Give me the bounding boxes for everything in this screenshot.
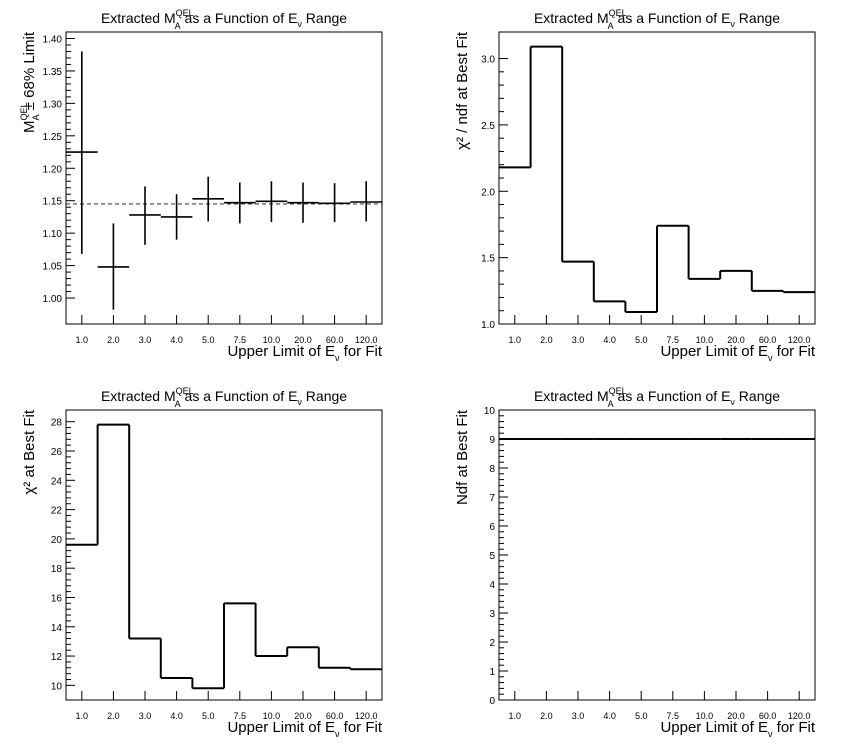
x-tick-label: 60.0 (326, 711, 344, 721)
y-tick-label: 2 (489, 638, 495, 649)
y-tick-label: 4 (489, 580, 495, 591)
y-tick-label: 10 (51, 681, 63, 692)
x-tick-label: 3.0 (572, 711, 585, 721)
x-tick-label: 4.0 (603, 711, 616, 721)
y-tick-label: 1.05 (43, 262, 63, 273)
x-tick-label: 3.0 (572, 335, 585, 345)
chart-title: Extracted MQEL A as a Function of Eν Rang… (101, 8, 347, 31)
x-axis-label: Upper Limit of Eν for Fit (227, 719, 382, 739)
y-tick-label: 1.40 (43, 34, 63, 45)
y-tick-label: 1.35 (43, 67, 63, 78)
x-tick-label: 20.0 (727, 711, 745, 721)
x-tick-label: 3.0 (139, 335, 152, 345)
chart-title: Extracted MQEL A as a Function of Eν Rang… (534, 8, 780, 31)
y-axis-label: MQEL A ± 68% Limit (19, 31, 41, 133)
y-tick-label: 10 (484, 406, 496, 417)
x-tick-label: 120.0 (788, 335, 811, 345)
y-tick-label: 1.0 (481, 320, 495, 331)
x-tick-label: 20.0 (294, 335, 312, 345)
x-tick-label: 4.0 (170, 711, 183, 721)
x-tick-label: 20.0 (294, 711, 312, 721)
y-tick-label: 2.5 (481, 121, 495, 132)
y-tick-label: 1.00 (43, 294, 63, 305)
x-tick-label: 4.0 (170, 335, 183, 345)
y-tick-label: 1.20 (43, 164, 63, 175)
y-tick-label: 1.30 (43, 99, 63, 110)
chart-title: Extracted MQEL A as a Function of Eν Rang… (534, 386, 780, 409)
y-tick-label: 6 (489, 522, 495, 533)
x-axis-label: Upper Limit of Eν for Fit (660, 343, 815, 363)
x-tick-label: 10.0 (696, 711, 714, 721)
x-tick-label: 120.0 (355, 711, 378, 721)
panel-chi2-per-ndf: Extracted MQEL A as a Function of Eν Rang… (454, 8, 816, 363)
y-tick-label: 28 (51, 418, 63, 429)
plot-frame (498, 409, 816, 701)
y-tick-label: 22 (51, 506, 63, 517)
y-tick-label: 1.25 (43, 132, 63, 143)
x-tick-label: 2.0 (107, 335, 120, 345)
y-tick-label: 7 (489, 493, 495, 504)
x-tick-label: 7.5 (234, 711, 247, 721)
x-tick-label: 5.0 (202, 335, 215, 345)
y-tick-label: 0 (489, 696, 495, 707)
x-tick-label: 5.0 (635, 711, 648, 721)
y-axis-label: χ² / ndf at Best Fit (454, 31, 471, 150)
x-tick-label: 3.0 (139, 711, 152, 721)
x-axis-label: Upper Limit of Eν for Fit (227, 343, 382, 363)
x-tick-label: 20.0 (727, 335, 745, 345)
x-tick-label: 1.0 (509, 335, 522, 345)
x-tick-label: 1.0 (76, 711, 89, 721)
chart-title: Extracted MQEL A as a Function of Eν Rang… (101, 386, 347, 409)
x-tick-label: 10.0 (696, 335, 714, 345)
x-axis-label: Upper Limit of Eν for Fit (660, 719, 815, 739)
x-tick-label: 7.5 (667, 711, 680, 721)
x-tick-label: 120.0 (788, 711, 811, 721)
x-tick-label: 1.0 (509, 711, 522, 721)
x-tick-label: 60.0 (326, 335, 344, 345)
y-tick-label: 3.0 (481, 55, 495, 66)
y-tick-label: 5 (489, 551, 495, 562)
y-tick-label: 24 (51, 476, 63, 487)
x-tick-label: 60.0 (759, 335, 777, 345)
y-tick-label: 1 (489, 667, 495, 678)
x-tick-label: 7.5 (667, 335, 680, 345)
panel-mass-extraction: Extracted MQEL A as a Function of Eν Rang… (19, 8, 383, 363)
y-tick-label: 18 (51, 564, 63, 575)
x-tick-label: 4.0 (603, 335, 616, 345)
y-tick-label: 1.15 (43, 197, 63, 208)
y-tick-label: 16 (51, 593, 63, 604)
x-tick-label: 2.0 (107, 711, 120, 721)
panel-ndf: Extracted MQEL A as a Function of Eν Rang… (454, 386, 816, 739)
y-axis-label: Ndf at Best Fit (454, 409, 471, 505)
y-tick-label: 9 (489, 435, 495, 446)
x-tick-label: 2.0 (540, 711, 553, 721)
y-tick-label: 26 (51, 447, 63, 458)
y-axis-label: χ² at Best Fit (21, 409, 38, 494)
x-tick-label: 10.0 (263, 711, 281, 721)
y-tick-label: 2.0 (481, 187, 495, 198)
y-tick-label: 14 (51, 623, 63, 634)
plot-frame (65, 31, 383, 325)
y-tick-label: 1.5 (481, 254, 495, 265)
y-tick-label: 20 (51, 535, 63, 546)
x-tick-label: 7.5 (234, 335, 247, 345)
y-tick-label: 1.10 (43, 229, 63, 240)
x-tick-label: 5.0 (635, 335, 648, 345)
plot-frame (65, 409, 383, 701)
x-tick-label: 2.0 (540, 335, 553, 345)
x-tick-label: 5.0 (202, 711, 215, 721)
y-tick-label: 8 (489, 464, 495, 475)
y-tick-label: 12 (51, 652, 63, 663)
y-tick-label: 3 (489, 609, 495, 620)
x-tick-label: 60.0 (759, 711, 777, 721)
x-tick-label: 10.0 (263, 335, 281, 345)
panel-chi2: Extracted MQEL A as a Function of Eν Rang… (21, 386, 383, 739)
x-tick-label: 120.0 (355, 335, 378, 345)
x-tick-label: 1.0 (76, 335, 89, 345)
